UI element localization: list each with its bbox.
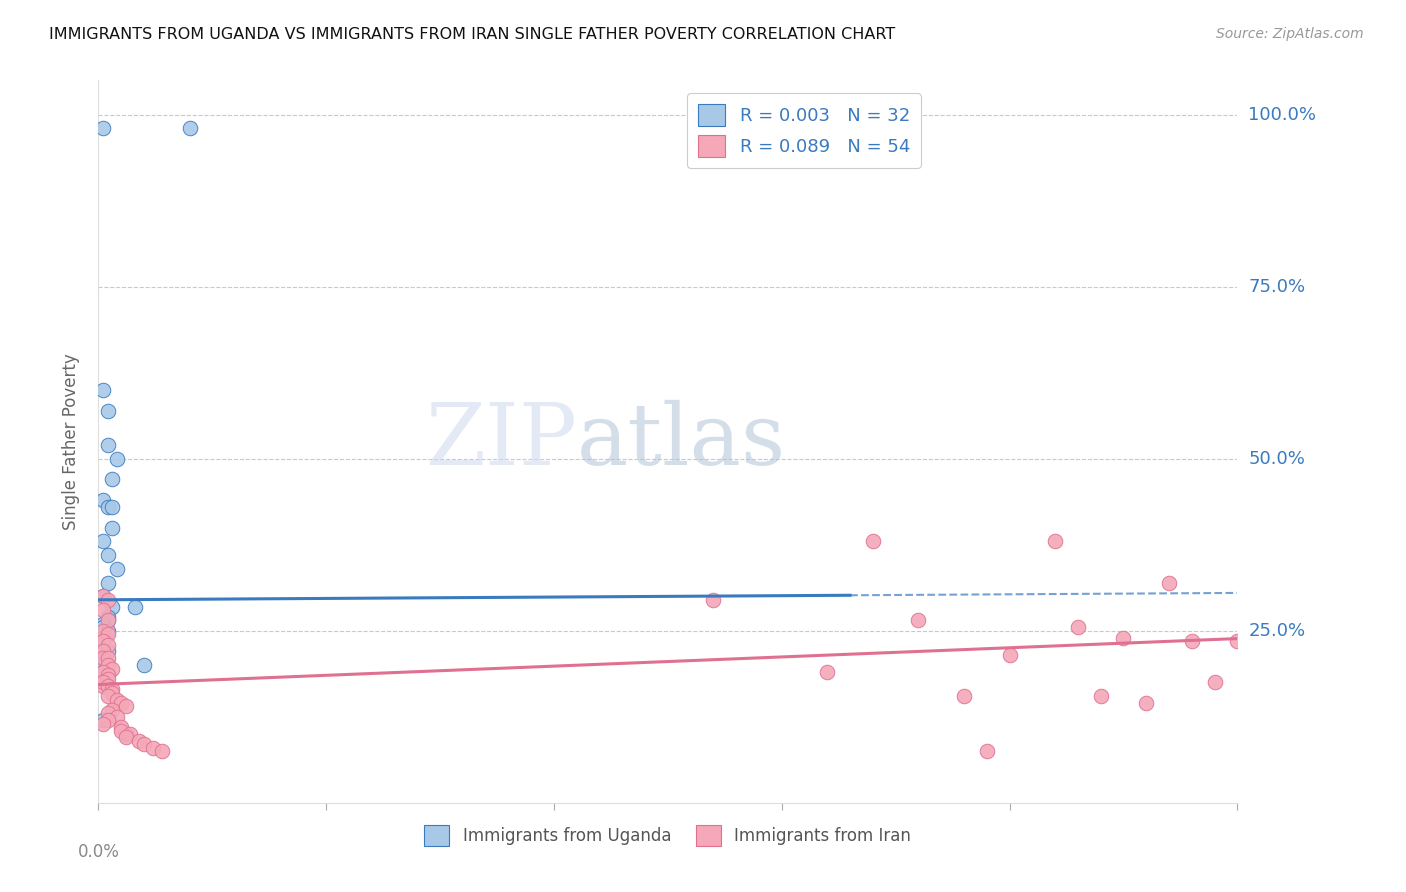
Point [91, 658, 114, 673]
Point [862, 534, 884, 549]
Point [91, 383, 114, 397]
Point [1157, 575, 1180, 590]
Point [96, 438, 118, 452]
Point [96, 672, 118, 686]
Point [96, 638, 118, 652]
Point [91, 616, 114, 631]
Point [101, 472, 124, 486]
Point [105, 710, 128, 724]
Point [114, 731, 136, 745]
Point [179, 121, 201, 136]
Point [1043, 534, 1066, 549]
Point [96, 713, 118, 727]
Point [91, 644, 114, 658]
Text: ZIP: ZIP [425, 400, 576, 483]
Point [96, 614, 118, 628]
Point [91, 631, 114, 645]
Point [96, 614, 118, 628]
Text: Source: ZipAtlas.com: Source: ZipAtlas.com [1216, 27, 1364, 41]
Point [124, 599, 146, 614]
Point [96, 644, 118, 658]
Point [132, 737, 155, 751]
Y-axis label: Single Father Poverty: Single Father Poverty [62, 353, 80, 530]
Point [110, 723, 132, 738]
Text: IMMIGRANTS FROM UGANDA VS IMMIGRANTS FROM IRAN SINGLE FATHER POVERTY CORRELATION: IMMIGRANTS FROM UGANDA VS IMMIGRANTS FRO… [49, 27, 896, 42]
Text: 50.0%: 50.0% [1249, 450, 1305, 467]
Point [91, 121, 114, 136]
Legend: Immigrants from Uganda, Immigrants from Iran: Immigrants from Uganda, Immigrants from … [418, 819, 918, 852]
Point [91, 713, 114, 727]
Point [91, 534, 114, 549]
Text: 75.0%: 75.0% [1249, 277, 1306, 296]
Point [91, 634, 114, 648]
Point [101, 500, 124, 514]
Point [105, 562, 128, 576]
Point [114, 727, 136, 741]
Point [91, 675, 114, 690]
Point [114, 699, 136, 714]
Point [702, 592, 724, 607]
Point [91, 620, 114, 634]
Point [101, 520, 124, 534]
Point [96, 592, 118, 607]
Point [907, 614, 929, 628]
Point [91, 624, 114, 638]
Point [91, 716, 114, 731]
Point [96, 658, 118, 673]
Point [976, 744, 998, 758]
Point [96, 575, 118, 590]
Point [1090, 689, 1112, 703]
Text: 25.0%: 25.0% [1249, 622, 1306, 640]
Text: 0.0%: 0.0% [77, 843, 120, 861]
Point [1135, 696, 1157, 710]
Point [96, 627, 118, 641]
Point [96, 679, 118, 693]
Text: 100.0%: 100.0% [1249, 105, 1316, 124]
Point [1181, 634, 1204, 648]
Point [96, 689, 118, 703]
Point [128, 734, 150, 748]
Point [1112, 631, 1135, 645]
Point [1067, 620, 1090, 634]
Point [91, 590, 114, 604]
Point [132, 658, 155, 673]
Point [101, 682, 124, 697]
Point [1226, 634, 1249, 648]
Point [96, 610, 118, 624]
Point [91, 679, 114, 693]
Point [96, 668, 118, 682]
Point [120, 727, 142, 741]
Point [142, 740, 165, 755]
Point [96, 548, 118, 562]
Point [953, 689, 976, 703]
Point [91, 665, 114, 679]
Point [91, 651, 114, 665]
Point [96, 500, 118, 514]
Point [96, 706, 118, 721]
Text: atlas: atlas [576, 400, 786, 483]
Point [101, 703, 124, 717]
Point [96, 651, 118, 665]
Point [91, 590, 114, 604]
Point [110, 696, 132, 710]
Point [91, 493, 114, 508]
Point [150, 744, 173, 758]
Point [101, 686, 124, 700]
Point [998, 648, 1021, 662]
Point [91, 665, 114, 679]
Point [91, 651, 114, 665]
Point [96, 624, 118, 638]
Point [110, 720, 132, 734]
Point [101, 599, 124, 614]
Point [91, 603, 114, 617]
Point [105, 451, 128, 466]
Point [91, 644, 114, 658]
Point [96, 403, 118, 417]
Point [1204, 675, 1226, 690]
Point [105, 692, 128, 706]
Point [815, 665, 838, 679]
Point [101, 662, 124, 676]
